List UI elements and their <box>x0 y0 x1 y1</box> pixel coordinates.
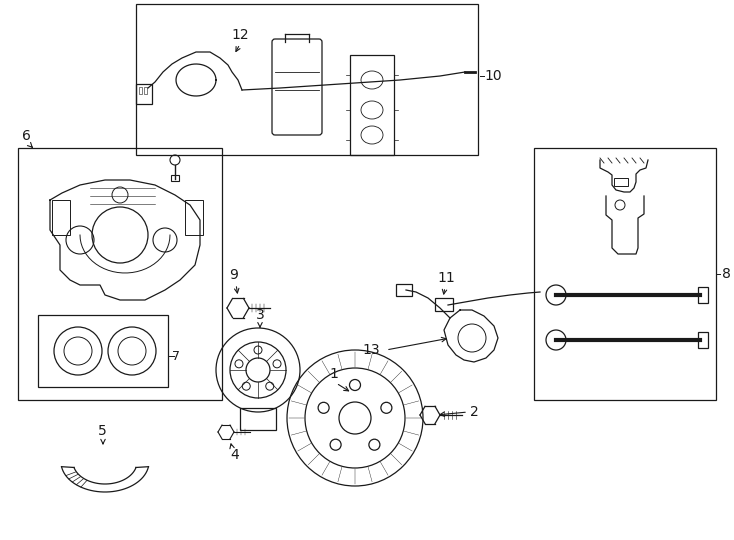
Text: 2: 2 <box>470 405 479 419</box>
Text: 4: 4 <box>230 448 239 462</box>
Text: 6: 6 <box>22 129 31 143</box>
Bar <box>698 332 708 348</box>
Bar <box>614 178 628 186</box>
Bar <box>18 148 222 400</box>
Bar <box>136 84 152 104</box>
Text: 11: 11 <box>437 271 455 285</box>
Bar <box>171 175 179 181</box>
Bar <box>136 4 478 155</box>
Text: 1: 1 <box>330 367 338 381</box>
Bar <box>139 87 142 94</box>
Text: 9: 9 <box>230 268 239 282</box>
Bar <box>396 284 412 296</box>
Bar <box>144 87 147 94</box>
Bar <box>38 315 168 387</box>
Bar <box>185 200 203 235</box>
Bar <box>698 287 708 303</box>
Text: 8: 8 <box>722 267 731 281</box>
Text: 13: 13 <box>363 343 380 357</box>
Text: 12: 12 <box>231 28 249 42</box>
Text: 3: 3 <box>255 308 264 322</box>
Bar <box>240 408 276 430</box>
Bar <box>534 148 716 400</box>
Text: 10: 10 <box>484 69 501 83</box>
Text: 5: 5 <box>98 424 106 438</box>
Bar <box>350 55 394 155</box>
Bar <box>52 200 70 235</box>
Bar <box>435 298 453 311</box>
Text: 7: 7 <box>172 349 180 362</box>
